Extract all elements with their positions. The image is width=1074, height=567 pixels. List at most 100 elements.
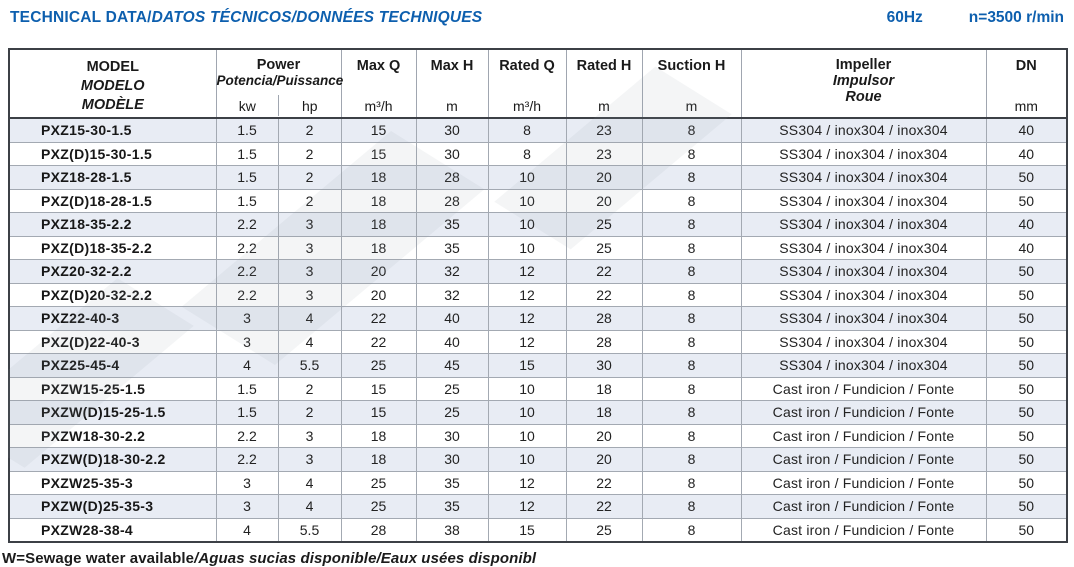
- cell-suction-h: 8: [641, 141, 742, 166]
- cell-power-hp: 3: [277, 447, 342, 472]
- cell-rated-q: 8: [487, 141, 567, 166]
- cell-model: PXZW28-38-4: [8, 517, 217, 543]
- cell-dn: 50: [985, 447, 1068, 472]
- cell-power-kw: 2.2: [215, 423, 279, 448]
- cell-suction-h: 8: [641, 329, 742, 354]
- cell-max-h: 38: [415, 517, 489, 543]
- cell-max-h: 40: [415, 329, 489, 354]
- cell-model: PXZ15-30-1.5: [8, 117, 217, 143]
- cell-suction-h: 8: [641, 306, 742, 331]
- cell-max-h: 32: [415, 259, 489, 284]
- cell-model: PXZW(D)18-30-2.2: [8, 447, 217, 472]
- cell-rated-h: 25: [565, 517, 643, 543]
- cell-dn: 40: [985, 212, 1068, 237]
- cell-power-kw: 1.5: [215, 188, 279, 213]
- cell-power-kw: 1.5: [215, 400, 279, 425]
- page-title: TECHNICAL DATA/DATOS TÉCNICOS/DONNÉES TE…: [10, 9, 482, 27]
- cell-rated-q: 15: [487, 353, 567, 378]
- cell-dn: 50: [985, 517, 1068, 543]
- speed-label: n=3500 r/min: [968, 9, 1064, 26]
- cell-dn: 50: [985, 400, 1068, 425]
- cell-max-q: 25: [340, 353, 417, 378]
- cell-impeller: SS304 / inox304 / inox304: [740, 329, 987, 354]
- cell-dn: 50: [985, 188, 1068, 213]
- cell-rated-h: 20: [565, 423, 643, 448]
- title-translations: DATOS TÉCNICOS/DONNÉES TECHNIQUES: [151, 9, 483, 26]
- cell-rated-q: 12: [487, 259, 567, 284]
- cell-rated-q: 12: [487, 494, 567, 519]
- cell-power-hp: 3: [277, 423, 342, 448]
- cell-rated-q: 12: [487, 470, 567, 495]
- cell-suction-h: 8: [641, 376, 742, 401]
- cell-power-hp: 3: [277, 235, 342, 260]
- cell-max-h: 28: [415, 165, 489, 190]
- cell-rated-h: 20: [565, 447, 643, 472]
- cell-power-kw: 2.2: [215, 235, 279, 260]
- title-english: TECHNICAL DATA/: [10, 9, 152, 26]
- cell-max-h: 40: [415, 306, 489, 331]
- cell-rated-h: 23: [565, 117, 643, 143]
- cell-power-kw: 1.5: [215, 376, 279, 401]
- table-row: PXZ(D)22-40-3 3 4 22 40 12 28 8 SS304 / …: [8, 329, 1068, 354]
- cell-model: PXZ(D)22-40-3: [8, 329, 217, 354]
- cell-power-hp: 2: [277, 165, 342, 190]
- cell-model: PXZ(D)18-28-1.5: [8, 188, 217, 213]
- cell-impeller: Cast iron / Fundicion / Fonte: [740, 400, 987, 425]
- cell-rated-h: 18: [565, 376, 643, 401]
- cell-impeller: Cast iron / Fundicion / Fonte: [740, 423, 987, 448]
- cell-impeller: Cast iron / Fundicion / Fonte: [740, 517, 987, 543]
- cell-max-q: 22: [340, 329, 417, 354]
- cell-power-hp: 4: [277, 494, 342, 519]
- cell-suction-h: 8: [641, 235, 742, 260]
- cell-max-h: 35: [415, 212, 489, 237]
- cell-dn: 50: [985, 376, 1068, 401]
- table-row: PXZW15-25-1.5 1.5 2 15 25 10 18 8 Cast i…: [8, 376, 1068, 401]
- table-row: PXZ22-40-3 3 4 22 40 12 28 8 SS304 / ino…: [8, 306, 1068, 331]
- cell-max-q: 22: [340, 306, 417, 331]
- header-unit-hp: hp: [278, 95, 341, 116]
- header-model: MODEL MODELO MODÈLE: [8, 48, 217, 119]
- cell-power-kw: 1.5: [215, 117, 279, 143]
- cell-suction-h: 8: [641, 470, 742, 495]
- cell-model: PXZW(D)25-35-3: [8, 494, 217, 519]
- cell-rated-q: 12: [487, 329, 567, 354]
- footnote: W=Sewage water available/Aguas sucias di…: [2, 550, 537, 567]
- cell-dn: 50: [985, 353, 1068, 378]
- cell-model: PXZW25-35-3: [8, 470, 217, 495]
- technical-data-table-wrap: MODEL MODELO MODÈLE Power Potencia/Puiss…: [8, 48, 1068, 543]
- spec-labels: 60Hz n=3500 r/min: [887, 9, 1064, 27]
- cell-power-kw: 3: [215, 306, 279, 331]
- cell-power-kw: 2.2: [215, 259, 279, 284]
- cell-power-kw: 3: [215, 329, 279, 354]
- cell-model: PXZ(D)15-30-1.5: [8, 141, 217, 166]
- cell-impeller: SS304 / inox304 / inox304: [740, 165, 987, 190]
- technical-data-table: MODEL MODELO MODÈLE Power Potencia/Puiss…: [8, 48, 1068, 543]
- cell-dn: 40: [985, 141, 1068, 166]
- cell-impeller: Cast iron / Fundicion / Fonte: [740, 470, 987, 495]
- cell-power-kw: 4: [215, 353, 279, 378]
- cell-max-h: 30: [415, 117, 489, 143]
- cell-max-q: 18: [340, 447, 417, 472]
- cell-rated-q: 10: [487, 400, 567, 425]
- header-impeller: Impeller Impulsor Roue: [740, 48, 987, 119]
- cell-power-hp: 2: [277, 117, 342, 143]
- cell-suction-h: 8: [641, 165, 742, 190]
- cell-rated-h: 23: [565, 141, 643, 166]
- cell-max-h: 35: [415, 470, 489, 495]
- table-row: PXZW25-35-3 3 4 25 35 12 22 8 Cast iron …: [8, 470, 1068, 495]
- cell-rated-h: 20: [565, 188, 643, 213]
- table-row: PXZ(D)18-35-2.2 2.2 3 18 35 10 25 8 SS30…: [8, 235, 1068, 260]
- cell-impeller: SS304 / inox304 / inox304: [740, 235, 987, 260]
- cell-suction-h: 8: [641, 259, 742, 284]
- cell-suction-h: 8: [641, 188, 742, 213]
- cell-max-h: 30: [415, 423, 489, 448]
- cell-power-hp: 3: [277, 259, 342, 284]
- cell-dn: 40: [985, 117, 1068, 143]
- cell-max-q: 18: [340, 423, 417, 448]
- table-row: PXZW(D)25-35-3 3 4 25 35 12 22 8 Cast ir…: [8, 494, 1068, 519]
- table-row: PXZ25-45-4 4 5.5 25 45 15 30 8 SS304 / i…: [8, 353, 1068, 378]
- cell-model: PXZ18-28-1.5: [8, 165, 217, 190]
- table-row: PXZ18-35-2.2 2.2 3 18 35 10 25 8 SS304 /…: [8, 212, 1068, 237]
- cell-max-q: 18: [340, 235, 417, 260]
